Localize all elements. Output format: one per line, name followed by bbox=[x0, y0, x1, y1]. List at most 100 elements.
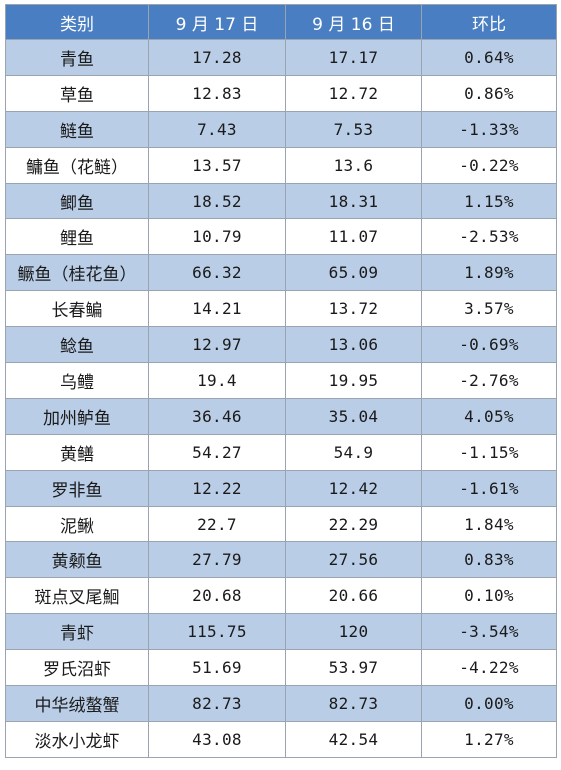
cell-sep17-price: 7.43 bbox=[148, 110, 286, 148]
cell-sep17-price: 19.4 bbox=[148, 362, 286, 399]
cell-category: 鳜鱼（桂花鱼） bbox=[5, 254, 149, 292]
cell-sep17-price: 10.79 bbox=[148, 218, 286, 256]
table-row: 黄鳝 54.27 54.9 -1.15% bbox=[5, 433, 557, 471]
header-category: 类别 bbox=[5, 4, 149, 40]
cell-category: 青鱼 bbox=[5, 39, 149, 76]
cell-category: 鲤鱼 bbox=[5, 218, 149, 256]
table-header: 类别 9 月 17 日 9 月 16 日 环比 bbox=[5, 4, 557, 40]
cell-sep16-price: 12.42 bbox=[285, 469, 422, 507]
cell-sep17-price: 36.46 bbox=[148, 397, 286, 435]
cell-category: 斑点叉尾鮰 bbox=[5, 577, 149, 615]
table-row: 青鱼 17.28 17.17 0.64% bbox=[5, 39, 557, 76]
cell-sep16-price: 7.53 bbox=[285, 110, 422, 148]
cell-category: 长春鳊 bbox=[5, 290, 149, 328]
cell-change: -1.33% bbox=[421, 110, 557, 148]
cell-category: 鳙鱼（花鲢） bbox=[5, 146, 149, 184]
cell-change: -3.54% bbox=[421, 613, 557, 651]
cell-sep17-price: 22.7 bbox=[148, 505, 286, 543]
cell-sep17-price: 115.75 bbox=[148, 613, 286, 651]
table-row: 黄颡鱼 27.79 27.56 0.83% bbox=[5, 541, 557, 579]
cell-change: -1.61% bbox=[421, 469, 557, 507]
cell-sep16-price: 54.9 bbox=[285, 433, 422, 471]
cell-change: -2.76% bbox=[421, 362, 557, 399]
table-row: 长春鳊 14.21 13.72 3.57% bbox=[5, 290, 557, 328]
cell-change: 0.83% bbox=[421, 541, 557, 579]
table-row: 鳜鱼（桂花鱼） 66.32 65.09 1.89% bbox=[5, 254, 557, 292]
cell-category: 草鱼 bbox=[5, 74, 149, 112]
header-sep17: 9 月 17 日 bbox=[148, 4, 286, 40]
cell-category: 泥鳅 bbox=[5, 505, 149, 543]
cell-category: 罗非鱼 bbox=[5, 469, 149, 507]
cell-change: -1.15% bbox=[421, 433, 557, 471]
cell-sep16-price: 27.56 bbox=[285, 541, 422, 579]
cell-sep17-price: 18.52 bbox=[148, 182, 286, 220]
cell-change: 4.05% bbox=[421, 397, 557, 435]
cell-category: 加州鲈鱼 bbox=[5, 397, 149, 435]
cell-change: 1.84% bbox=[421, 505, 557, 543]
table-row: 罗氏沼虾 51.69 53.97 -4.22% bbox=[5, 649, 557, 687]
table-row: 鲢鱼 7.43 7.53 -1.33% bbox=[5, 110, 557, 148]
cell-sep16-price: 20.66 bbox=[285, 577, 422, 615]
table-row: 罗非鱼 12.22 12.42 -1.61% bbox=[5, 469, 557, 507]
cell-sep16-price: 19.95 bbox=[285, 362, 422, 399]
table-row: 中华绒螯蟹 82.73 82.73 0.00% bbox=[5, 685, 557, 722]
cell-sep16-price: 35.04 bbox=[285, 397, 422, 435]
table-row: 淡水小龙虾 43.08 42.54 1.27% bbox=[5, 720, 557, 758]
cell-sep17-price: 43.08 bbox=[148, 720, 286, 758]
cell-sep17-price: 82.73 bbox=[148, 685, 286, 722]
table-row: 鲫鱼 18.52 18.31 1.15% bbox=[5, 182, 557, 220]
table-body: 青鱼 17.28 17.17 0.64% 草鱼 12.83 12.72 0.86% 鲢鱼 7.43… bbox=[5, 39, 557, 758]
cell-sep17-price: 51.69 bbox=[148, 649, 286, 687]
cell-category: 黄鳝 bbox=[5, 433, 149, 471]
cell-sep16-price: 17.17 bbox=[285, 39, 422, 76]
cell-category: 青虾 bbox=[5, 613, 149, 651]
cell-sep16-price: 22.29 bbox=[285, 505, 422, 543]
cell-change: 1.15% bbox=[421, 182, 557, 220]
cell-change: 1.89% bbox=[421, 254, 557, 292]
table-row: 乌鳢 19.4 19.95 -2.76% bbox=[5, 362, 557, 399]
cell-change: 0.10% bbox=[421, 577, 557, 615]
header-change: 环比 bbox=[421, 4, 557, 40]
cell-sep17-price: 12.83 bbox=[148, 74, 286, 112]
cell-sep16-price: 13.72 bbox=[285, 290, 422, 328]
table-row: 鳙鱼（花鲢） 13.57 13.6 -0.22% bbox=[5, 146, 557, 184]
table-row: 斑点叉尾鮰 20.68 20.66 0.10% bbox=[5, 577, 557, 615]
table-row: 鲶鱼 12.97 13.06 -0.69% bbox=[5, 326, 557, 364]
cell-change: -4.22% bbox=[421, 649, 557, 687]
cell-category: 鲢鱼 bbox=[5, 110, 149, 148]
cell-change: -0.69% bbox=[421, 326, 557, 364]
header-row: 类别 9 月 17 日 9 月 16 日 环比 bbox=[5, 4, 557, 40]
cell-sep16-price: 13.06 bbox=[285, 326, 422, 364]
cell-category: 淡水小龙虾 bbox=[5, 720, 149, 758]
cell-sep16-price: 82.73 bbox=[285, 685, 422, 722]
cell-change: 0.00% bbox=[421, 685, 557, 722]
table-row: 草鱼 12.83 12.72 0.86% bbox=[5, 74, 557, 112]
table-row: 鲤鱼 10.79 11.07 -2.53% bbox=[5, 218, 557, 256]
cell-sep17-price: 66.32 bbox=[148, 254, 286, 292]
cell-sep16-price: 13.6 bbox=[285, 146, 422, 184]
cell-category: 乌鳢 bbox=[5, 362, 149, 399]
cell-category: 罗氏沼虾 bbox=[5, 649, 149, 687]
cell-sep16-price: 18.31 bbox=[285, 182, 422, 220]
cell-change: 1.27% bbox=[421, 720, 557, 758]
cell-category: 黄颡鱼 bbox=[5, 541, 149, 579]
cell-change: -2.53% bbox=[421, 218, 557, 256]
cell-sep16-price: 53.97 bbox=[285, 649, 422, 687]
cell-sep17-price: 13.57 bbox=[148, 146, 286, 184]
cell-change: 0.64% bbox=[421, 39, 557, 76]
price-table-container: 类别 9 月 17 日 9 月 16 日 环比 青鱼 17.28 17.17 0.64… bbox=[5, 4, 557, 758]
cell-change: 3.57% bbox=[421, 290, 557, 328]
cell-sep17-price: 20.68 bbox=[148, 577, 286, 615]
table-row: 泥鳅 22.7 22.29 1.84% bbox=[5, 505, 557, 543]
cell-category: 鲫鱼 bbox=[5, 182, 149, 220]
cell-change: 0.86% bbox=[421, 74, 557, 112]
cell-sep17-price: 12.97 bbox=[148, 326, 286, 364]
cell-sep16-price: 12.72 bbox=[285, 74, 422, 112]
table-row: 青虾 115.75 120 -3.54% bbox=[5, 613, 557, 651]
cell-sep17-price: 54.27 bbox=[148, 433, 286, 471]
price-table: 类别 9 月 17 日 9 月 16 日 环比 青鱼 17.28 17.17 0.64… bbox=[5, 4, 557, 758]
cell-sep16-price: 11.07 bbox=[285, 218, 422, 256]
cell-sep17-price: 17.28 bbox=[148, 39, 286, 76]
cell-sep16-price: 120 bbox=[285, 613, 422, 651]
cell-sep16-price: 65.09 bbox=[285, 254, 422, 292]
